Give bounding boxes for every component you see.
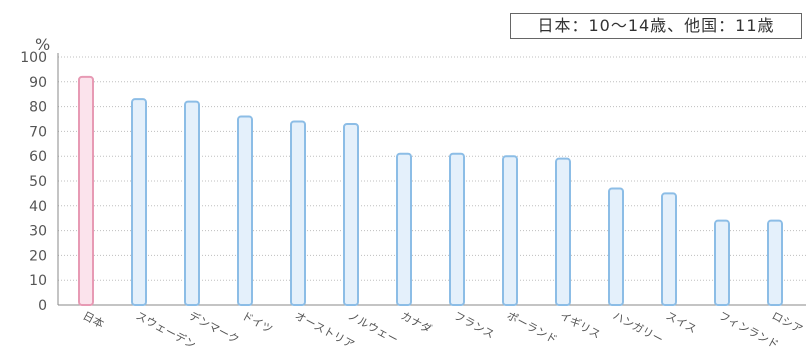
y-tick-label: 40: [29, 199, 47, 215]
bar: [343, 122, 359, 306]
bar: [237, 115, 253, 306]
bar: [767, 219, 783, 306]
y-tick-label: 70: [29, 124, 47, 140]
bar: [449, 152, 465, 306]
chart-note: 日本：10～14歳、他国：11歳: [510, 13, 802, 39]
bar: [184, 100, 200, 306]
bar: [714, 219, 730, 306]
bar: [661, 192, 677, 306]
x-tick-label: フランス: [452, 309, 497, 341]
y-tick-label: 30: [29, 224, 47, 240]
y-tick-label: 20: [29, 248, 47, 264]
x-tick-label: オーストリア: [293, 309, 357, 351]
x-tick-label: 日本: [81, 308, 107, 331]
x-tick-label: イギリス: [558, 309, 603, 341]
bar: [78, 75, 94, 306]
y-tick-label: 90: [29, 75, 47, 91]
y-tick-label: 10: [29, 273, 47, 289]
x-tick-label: ポーランド: [505, 309, 560, 346]
bar: [131, 98, 147, 306]
bar: [502, 155, 518, 306]
x-tick-label: ロシア: [770, 309, 805, 336]
bar: [608, 187, 624, 306]
bar: [290, 120, 306, 307]
y-tick-label: 100: [20, 50, 47, 66]
y-tick-label: 0: [38, 298, 47, 314]
bar: [396, 152, 412, 306]
y-tick-label: 80: [29, 100, 47, 116]
y-tick-label: 60: [29, 149, 47, 165]
x-tick-label: カナダ: [399, 308, 435, 336]
y-tick-label: 50: [29, 174, 47, 190]
x-tick-label: フィンランド: [717, 309, 781, 351]
x-tick-label: スイス: [664, 309, 699, 336]
x-tick-label: ハンガリー: [611, 309, 666, 346]
x-tick-label: ドイツ: [240, 309, 275, 336]
bar: [555, 157, 571, 306]
y-axis-unit: %: [35, 35, 51, 54]
